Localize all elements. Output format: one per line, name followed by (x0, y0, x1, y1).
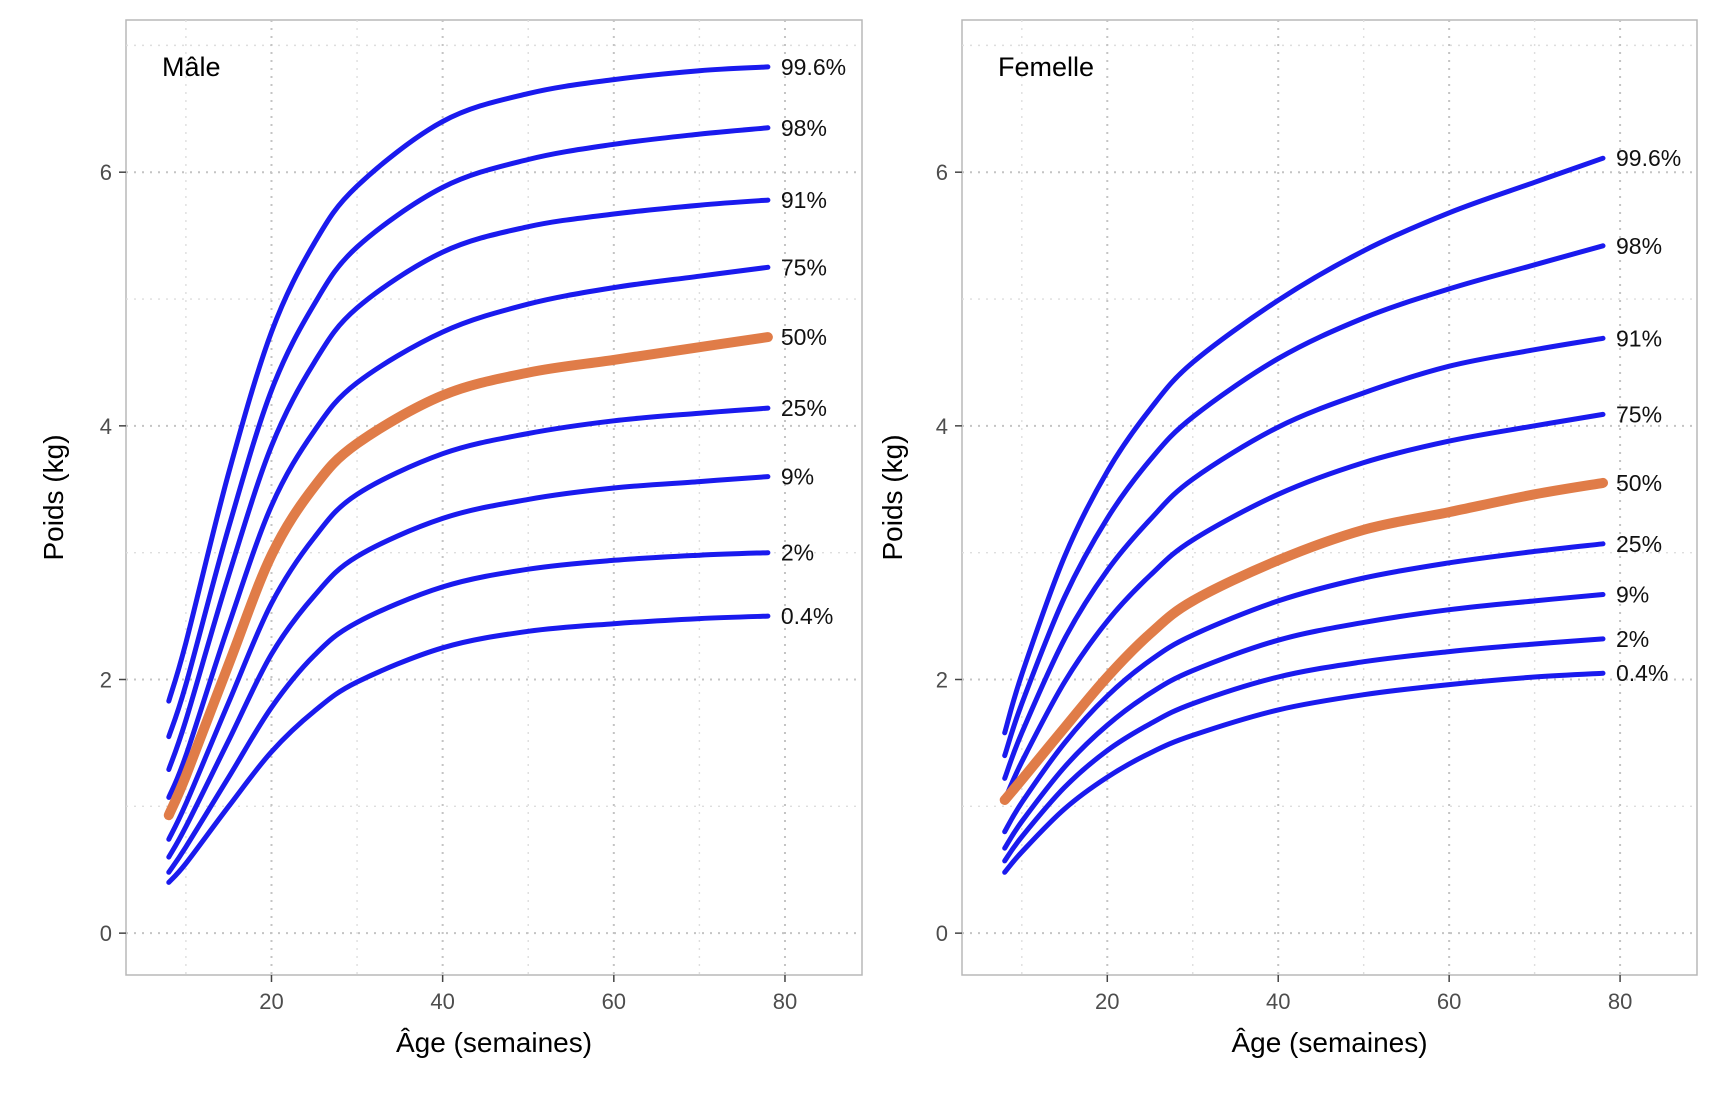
percentile-label: 50% (1616, 470, 1662, 496)
y-tick-label: 6 (100, 160, 112, 185)
percentile-labels: 0.4% 2% 9% 25% 50% 75% 91% 98% 99.6% (781, 54, 846, 629)
series-line-75pct (166, 264, 771, 800)
percentile-label: 2% (781, 540, 814, 566)
percentile-label: 75% (1616, 401, 1662, 427)
percentile-label: 98% (781, 115, 827, 141)
series-line-9pct (1002, 592, 1606, 851)
y-tick-label: 0 (936, 921, 948, 946)
series-line-98pct (1002, 243, 1606, 759)
percentile-label: 9% (781, 464, 814, 490)
series-line-91pct (1002, 335, 1606, 781)
x-tick-label: 40 (1266, 989, 1290, 1014)
series-line-2pct (166, 550, 771, 875)
percentile-label: 99.6% (781, 54, 846, 80)
percentile-label: 25% (1616, 531, 1662, 557)
panel-background (961, 19, 1698, 976)
series-line-2pct (1002, 636, 1606, 864)
y-axis-title: Poids (kg) (877, 434, 908, 560)
percentile-label: 0.4% (781, 603, 833, 629)
series-line-9pct (166, 474, 771, 860)
percentile-labels: 0.4% 2% 9% 25% 50% 75% 91% 98% 99.6% (1616, 145, 1681, 686)
series-line-91pct (166, 197, 771, 772)
panel-2: 20 40 60 80 0 2 4 6 Âge (semaines) Poids (kg) Feme… (877, 19, 1698, 1058)
series-line-98pct (166, 125, 771, 740)
series-line-0-4pct (1002, 670, 1606, 875)
axes: 20 40 60 80 0 2 4 6 (100, 160, 797, 1014)
panel-title: Mâle (162, 52, 221, 82)
axes: 20 40 60 80 0 2 4 6 (936, 160, 1633, 1014)
series-line-25pct (166, 405, 771, 842)
percentile-label: 2% (1616, 626, 1649, 652)
x-tick-label: 60 (602, 989, 626, 1014)
series-lines (999, 155, 1608, 875)
series-line-25pct (1002, 541, 1606, 835)
x-axis-title: Âge (semaines) (1231, 1027, 1427, 1058)
median-line (999, 477, 1608, 805)
x-tick-label: 20 (1095, 989, 1119, 1014)
panel-1: 20 40 60 80 0 2 4 6 Âge (semaines) Poids (kg) Mâle… (38, 19, 863, 1058)
panel-title: Femelle (998, 52, 1094, 82)
series-line-99-6pct (1002, 155, 1606, 736)
y-tick-label: 4 (936, 414, 948, 439)
y-tick-label: 4 (100, 414, 112, 439)
percentile-label: 75% (781, 254, 827, 280)
x-axis-title: Âge (semaines) (396, 1027, 592, 1058)
percentile-label: 99.6% (1616, 145, 1681, 171)
y-tick-label: 0 (100, 921, 112, 946)
percentile-label: 91% (781, 187, 827, 213)
x-tick-label: 40 (430, 989, 454, 1014)
x-tick-label: 60 (1437, 989, 1461, 1014)
series-line-0-4pct (166, 613, 771, 885)
x-tick-label: 20 (259, 989, 283, 1014)
panel-background (125, 19, 863, 976)
gridlines (126, 20, 862, 975)
series-line-75pct (1002, 411, 1606, 803)
series-lines (163, 64, 773, 885)
y-tick-label: 2 (936, 667, 948, 692)
x-tick-label: 80 (1608, 989, 1632, 1014)
percentile-label: 98% (1616, 233, 1662, 259)
y-axis-title: Poids (kg) (38, 434, 69, 560)
x-tick-label: 80 (773, 989, 797, 1014)
percentile-label: 0.4% (1616, 660, 1668, 686)
y-tick-label: 6 (936, 160, 948, 185)
percentile-label: 91% (1616, 325, 1662, 351)
percentile-label: 25% (781, 395, 827, 421)
median-line (163, 332, 773, 821)
series-line-99-6pct (166, 64, 771, 704)
percentile-label: 50% (781, 324, 827, 350)
percentile-label: 9% (1616, 582, 1649, 608)
y-tick-label: 2 (100, 667, 112, 692)
